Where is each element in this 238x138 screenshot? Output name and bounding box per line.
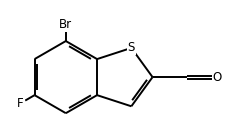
Text: Br: Br [59, 18, 72, 31]
Text: S: S [128, 41, 135, 54]
Text: F: F [17, 97, 24, 110]
Text: O: O [213, 71, 222, 84]
